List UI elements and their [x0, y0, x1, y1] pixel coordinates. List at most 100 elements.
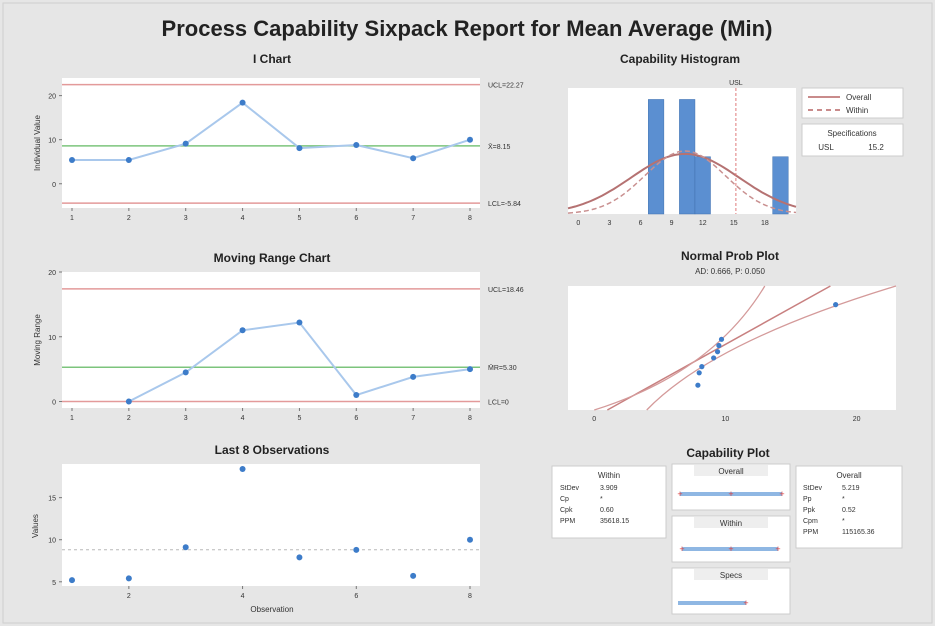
within-row-key: StDev [560, 485, 580, 492]
last-obs-point [467, 536, 473, 543]
histogram-within-curve [567, 150, 797, 214]
ic-x-tick-label: 7 [411, 215, 415, 222]
overall-row-value: 115165.36 [842, 529, 875, 536]
histogram-x-tick-label: 12 [699, 220, 707, 227]
i-chart-title: I Chart [253, 52, 291, 66]
overall-row-value: * [842, 496, 845, 503]
mr-y-tick-label: 0 [52, 400, 56, 407]
last-obs-point [410, 572, 417, 579]
within-row-value: * [600, 496, 603, 503]
specs-usl-marker: + [743, 598, 748, 608]
specs-usl-value: 15.2 [868, 143, 884, 152]
moving-range-chart: Moving Range Chart Moving Range UCL=18.4… [33, 251, 524, 422]
specs-header: Specifications [827, 129, 876, 138]
prob-plot-x-tick-label: 20 [853, 416, 861, 423]
i-chart-center-label: X̄=8.15 [488, 143, 510, 151]
ic-x-tick-label: 3 [184, 215, 188, 222]
i-chart-lcl-label: LCL=-5.84 [488, 201, 521, 208]
overall-row-key: Cpm [803, 518, 818, 525]
histogram-bar [694, 156, 711, 215]
last-obs-y-tick-label: 5 [52, 580, 56, 587]
prob-plot-point [716, 342, 722, 349]
legend-within-label: Within [846, 106, 868, 115]
legend-box [801, 87, 904, 119]
ic-x-tick-label: 2 [127, 215, 131, 222]
last-obs-y-tick-label: 10 [48, 538, 56, 545]
mr-point [125, 398, 132, 405]
i-chart-y-ticks: 0 10 20 [48, 94, 62, 189]
capability-bars: Overall + + + Within + + + Specs + [671, 463, 791, 615]
mr-y-tick-label: 10 [48, 335, 56, 342]
i-chart-x-ticks: 1 2 3 4 5 6 7 8 [70, 208, 472, 222]
histogram-bar [679, 99, 696, 215]
last-obs-x-tick-label: 6 [354, 593, 358, 600]
mr-chart-x-ticks: 1 2 3 4 5 6 7 8 [70, 408, 472, 422]
ic-x-tick-label: 1 [70, 215, 74, 222]
last-obs-xlabel: Observation [250, 605, 293, 614]
prob-plot-point [718, 336, 725, 342]
i-chart-ylabel: Individual Value [33, 115, 42, 171]
histogram-x-tick-label: 6 [639, 220, 643, 227]
histogram-x-tick-label: 3 [608, 220, 612, 227]
ic-y-tick-label: 0 [52, 182, 56, 189]
mr-point [296, 319, 303, 326]
prob-plot-point [714, 349, 721, 355]
mr-x-tick-label: 7 [411, 415, 415, 422]
histogram-bar [648, 99, 665, 215]
within-row-value: 3.909 [600, 485, 618, 492]
last-obs-x-tick-label: 8 [468, 593, 472, 600]
overall-row-value: 5.219 [842, 485, 860, 492]
prob-plot-points [695, 302, 839, 388]
within-bar-header-bg [694, 517, 768, 528]
last-observations-chart: Last 8 Observations Values Observation 2… [31, 443, 480, 614]
histogram-bar [772, 156, 789, 215]
ic-y-tick-label: 10 [48, 138, 56, 145]
last-obs-x-ticks: 2 4 6 8 [127, 586, 472, 600]
ic-point [182, 140, 189, 147]
overall-bar-header-bg [694, 465, 768, 476]
prob-plot-title: Normal Prob Plot [681, 249, 779, 263]
within-row-value: 35618.15 [600, 518, 629, 525]
overall-row-key: PPM [803, 529, 818, 536]
mr-x-tick-label: 2 [127, 415, 131, 422]
last-obs-point [125, 575, 132, 582]
specs-usl-label: USL [818, 143, 834, 152]
i-chart-ucl-label: UCL=22.27 [488, 83, 524, 90]
last-obs-point [353, 546, 360, 553]
ic-y-tick-label: 20 [48, 94, 56, 101]
last-obs-y-tick-label: 15 [48, 496, 56, 503]
within-row-key: PPM [560, 518, 575, 525]
mr-point [239, 327, 246, 334]
within-row-key: Cpk [560, 507, 573, 514]
specifications-box: Specifications USL 15.2 [801, 123, 904, 157]
ic-point [467, 136, 473, 143]
mr-x-tick-label: 5 [297, 415, 301, 422]
ic-point [239, 99, 246, 106]
overall-row-key: Ppk [803, 507, 816, 514]
within-row-value: 0.60 [600, 507, 614, 514]
within-row-key: Cp [560, 496, 569, 503]
prob-plot-point [695, 382, 701, 388]
mr-y-tick-label: 20 [48, 270, 56, 277]
mr-point [353, 392, 360, 399]
within-table-frame [551, 465, 667, 539]
mr-x-tick-label: 4 [241, 415, 245, 422]
overall-bar-label: Overall [718, 467, 744, 476]
last-obs-y-ticks: 5 10 15 [48, 496, 62, 587]
capability-histogram: Capability Histogram USL 0 3 6 9 12 15 18 Over… [567, 52, 904, 227]
i-chart: I Chart Individual Value UCL=22.27 X̄=8.… [33, 52, 524, 222]
overall-left-marker: + [677, 489, 682, 499]
i-chart-series-line [72, 101, 471, 161]
overall-right-marker: + [779, 489, 784, 499]
legend-overall-label: Overall [846, 93, 872, 102]
prob-plot-x-ticks: 0 10 20 [592, 416, 860, 423]
last-obs-point [239, 466, 246, 473]
histogram-usl-label: USL [729, 80, 743, 87]
last-obs-point [296, 554, 303, 561]
ic-x-tick-label: 8 [468, 215, 472, 222]
overall-stats-table: Overall StDev 5.219 Pp * Ppk 0.52 Cpm * … [795, 465, 903, 549]
prob-plot-x-tick-label: 10 [722, 416, 730, 423]
mr-chart-center-label: M̄R=5.30 [488, 364, 517, 372]
i-chart-points [69, 99, 473, 163]
